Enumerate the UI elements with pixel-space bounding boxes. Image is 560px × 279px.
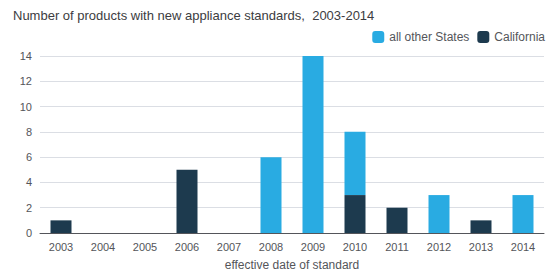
svg-text:8: 8 [26, 126, 32, 138]
svg-text:2013: 2013 [469, 241, 493, 253]
svg-text:2012: 2012 [427, 241, 451, 253]
svg-text:2003: 2003 [49, 241, 73, 253]
svg-text:all other States: all other States [389, 30, 469, 44]
svg-text:California: California [494, 30, 545, 44]
svg-text:effective date of standard: effective date of standard [225, 258, 360, 272]
svg-text:2004: 2004 [91, 241, 115, 253]
svg-text:4: 4 [26, 176, 32, 188]
svg-text:Number of products with new ap: Number of products with new appliance st… [13, 8, 374, 23]
svg-text:12: 12 [20, 75, 32, 87]
svg-text:6: 6 [26, 151, 32, 163]
svg-text:2008: 2008 [259, 241, 283, 253]
svg-text:2014: 2014 [511, 241, 535, 253]
svg-text:2006: 2006 [175, 241, 199, 253]
svg-text:2009: 2009 [301, 241, 325, 253]
svg-text:14: 14 [20, 50, 32, 62]
svg-text:10: 10 [20, 101, 32, 113]
svg-text:2011: 2011 [385, 241, 409, 253]
svg-text:2: 2 [26, 202, 32, 214]
svg-text:2007: 2007 [217, 241, 241, 253]
svg-text:2010: 2010 [343, 241, 367, 253]
svg-text:2005: 2005 [133, 241, 157, 253]
svg-text:0: 0 [26, 227, 32, 239]
